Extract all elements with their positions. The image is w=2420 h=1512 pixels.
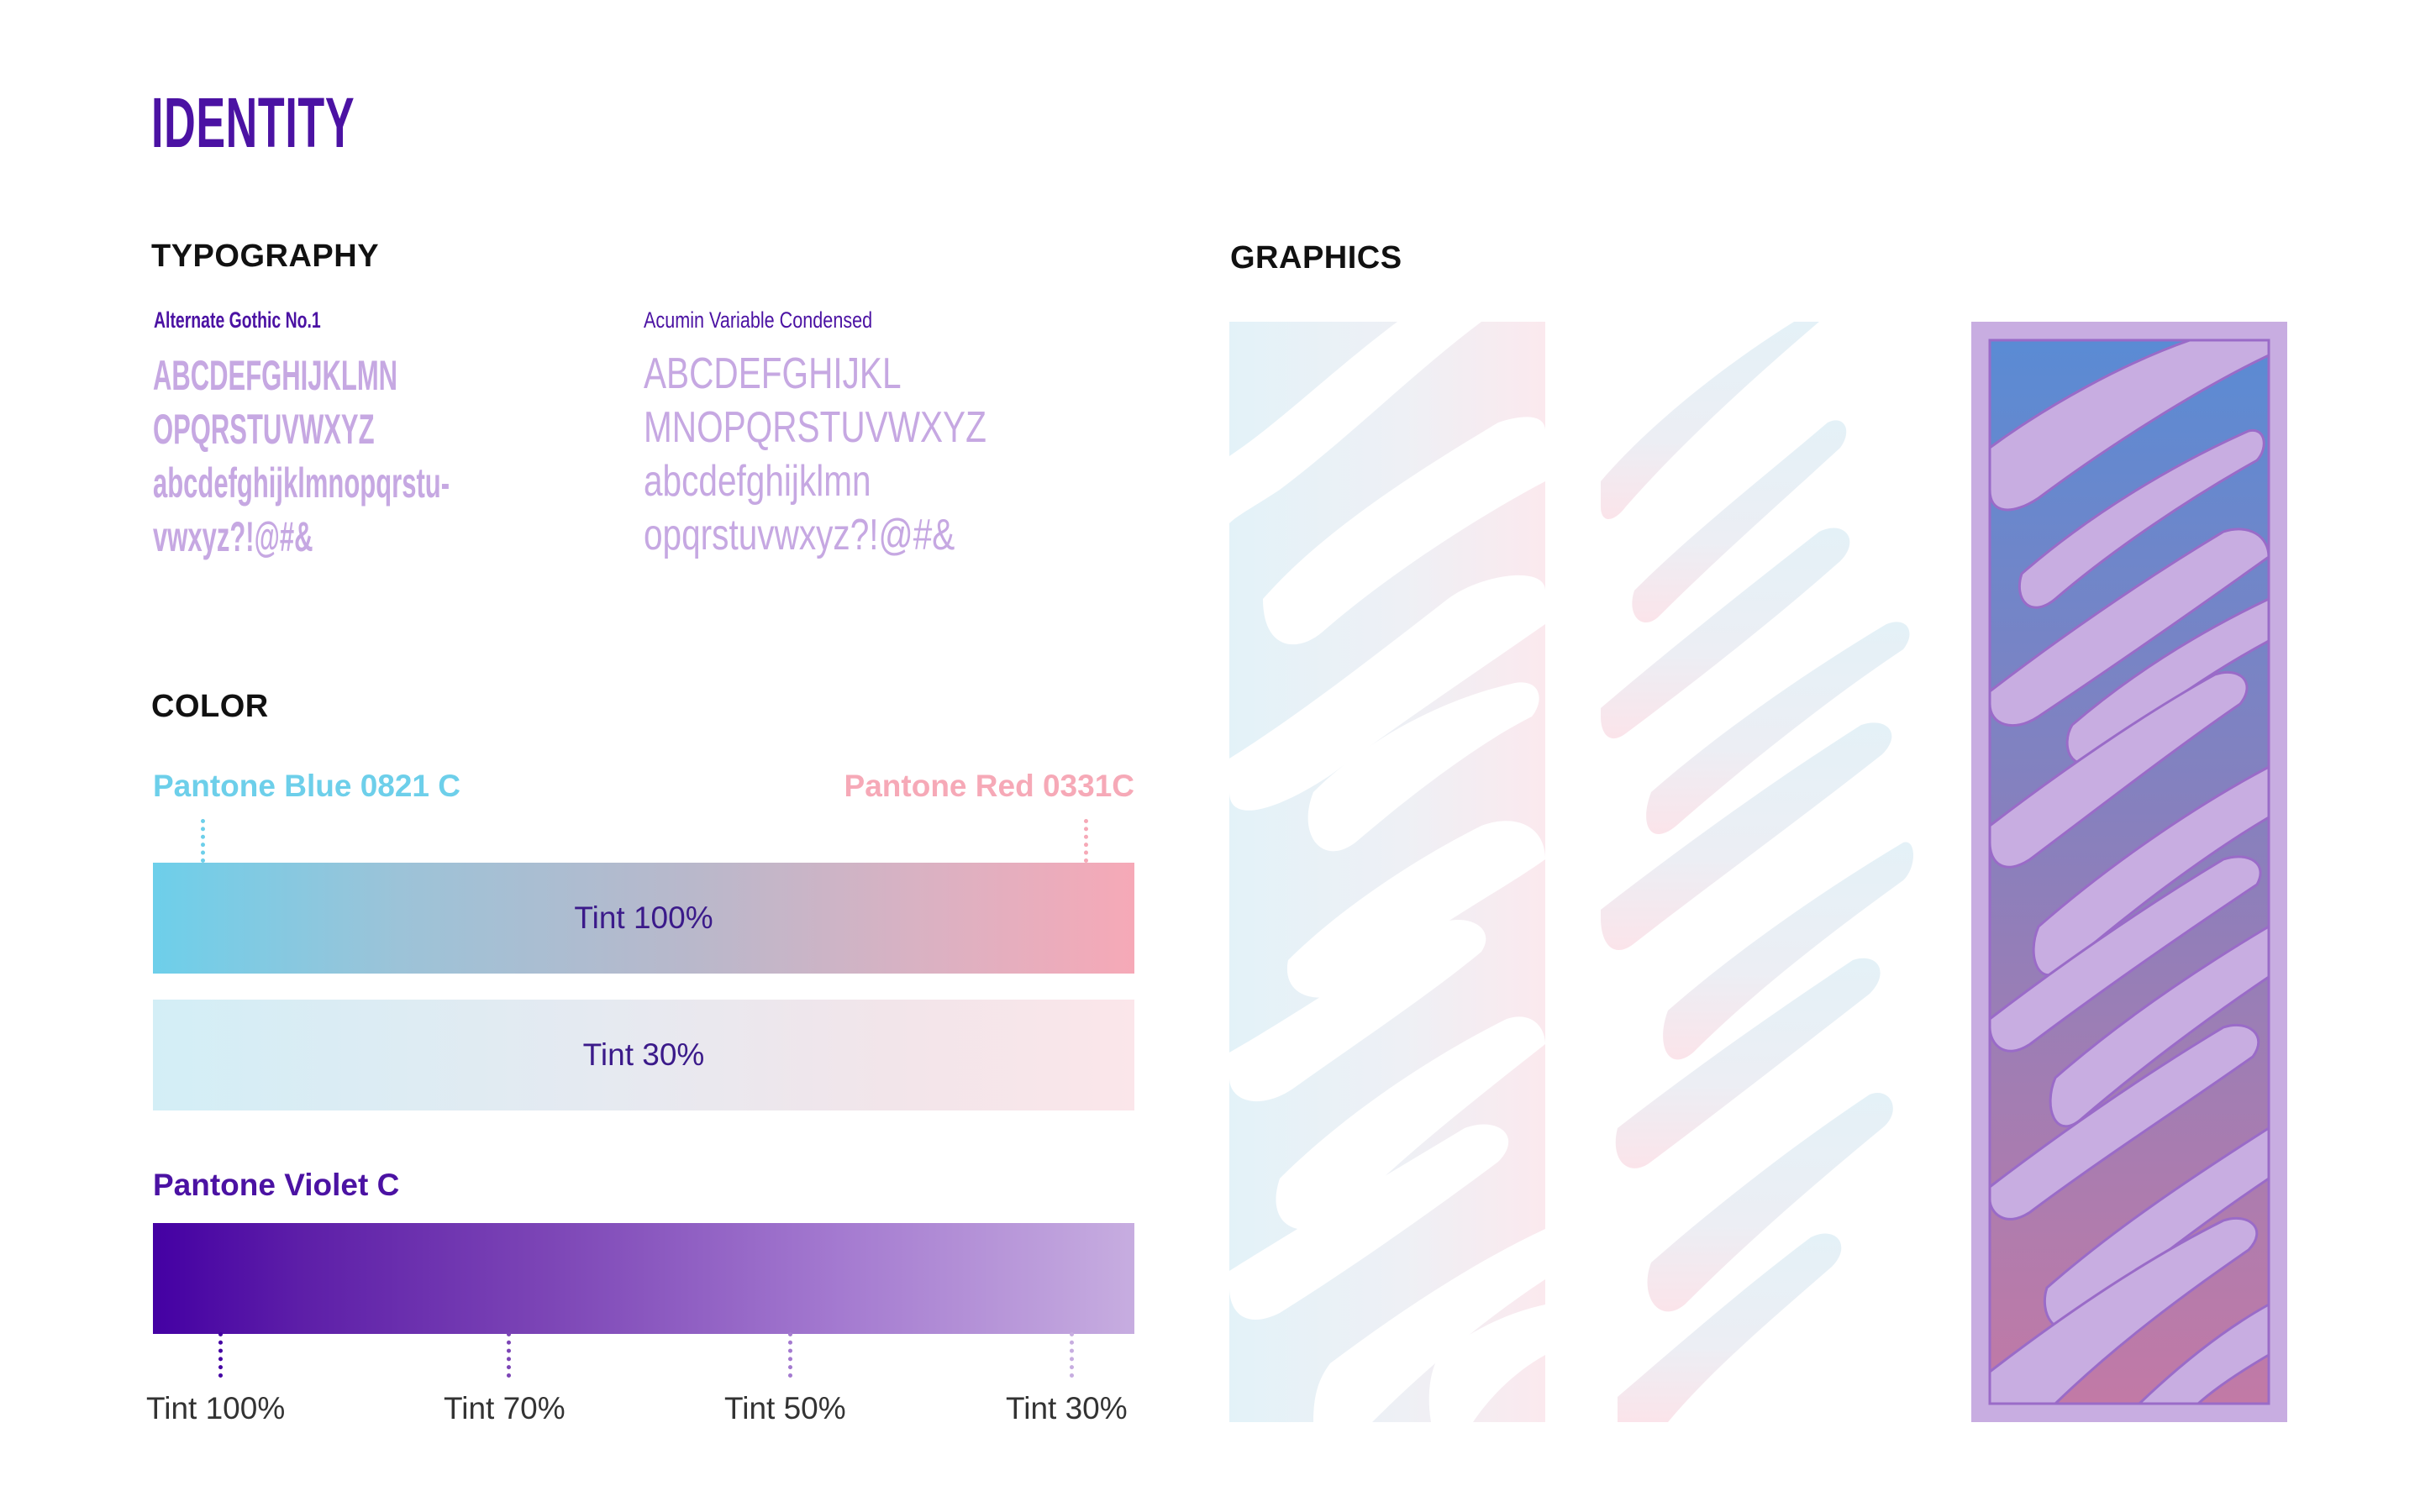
- graphic-panel-light-gradient: [1229, 322, 1545, 1422]
- graphic-panel-violet-framed: [1971, 322, 2287, 1422]
- graphic-panel-white-tint: [1601, 322, 1917, 1422]
- pantone-violet-label: Pantone Violet C: [153, 1168, 400, 1202]
- specimen-line: ABCDEFGHIJKLMN: [153, 352, 398, 399]
- tint-marker-70: [507, 1332, 511, 1378]
- tint-label-50: Tint 50%: [724, 1391, 846, 1425]
- gradient-bar-tint-30: Tint 30%: [153, 1000, 1134, 1110]
- specimen-line: vwxyz?!@#&: [153, 513, 313, 560]
- font-name-acumin: Acumin Variable Condensed: [644, 307, 873, 333]
- specimen-line: MNOPQRSTUVWXYZ: [644, 403, 986, 452]
- pantone-red-label: Pantone Red 0331C: [844, 769, 1134, 803]
- tint-label-30: Tint 30%: [1006, 1391, 1128, 1425]
- gradient-bar-label: Tint 30%: [582, 1037, 705, 1072]
- font-specimen-alternate-gothic: ABCDEFGHIJKLMN OPQRSTUVWXYZ abcdefghijkl…: [153, 349, 450, 564]
- tint-label-70: Tint 70%: [444, 1391, 566, 1425]
- graphics-heading: GRAPHICS: [1230, 240, 1402, 276]
- tint-marker-50: [788, 1332, 792, 1378]
- violet-gradient-bar: [153, 1223, 1134, 1334]
- tint-marker-30: [1070, 1332, 1074, 1378]
- specimen-line: ABCDEFGHIJKL: [644, 349, 902, 398]
- pantone-blue-marker: [201, 819, 205, 863]
- specimen-line: abcdefghijklmn: [644, 457, 871, 506]
- gradient-bar-label: Tint 100%: [574, 900, 713, 935]
- specimen-line: abcdefghijklmnopqrstu-: [153, 459, 450, 507]
- specimen-line: OPQRSTUVWXYZ: [153, 406, 375, 453]
- pantone-blue-label: Pantone Blue 0821 C: [153, 769, 461, 803]
- typography-heading: TYPOGRAPHY: [151, 239, 380, 274]
- tint-label-100: Tint 100%: [146, 1391, 286, 1425]
- page-title: IDENTITY: [151, 83, 355, 162]
- tint-marker-100: [218, 1332, 223, 1378]
- font-name-alternate-gothic: Alternate Gothic No.1: [154, 307, 321, 333]
- specimen-line: opqrstuvwxyz?!@#&: [644, 511, 955, 559]
- color-heading: COLOR: [151, 689, 269, 724]
- gradient-bar-tint-100: Tint 100%: [153, 863, 1134, 974]
- font-specimen-acumin: ABCDEFGHIJKL MNOPQRSTUVWXYZ abcdefghijkl…: [644, 347, 986, 562]
- pantone-red-marker: [1084, 819, 1088, 863]
